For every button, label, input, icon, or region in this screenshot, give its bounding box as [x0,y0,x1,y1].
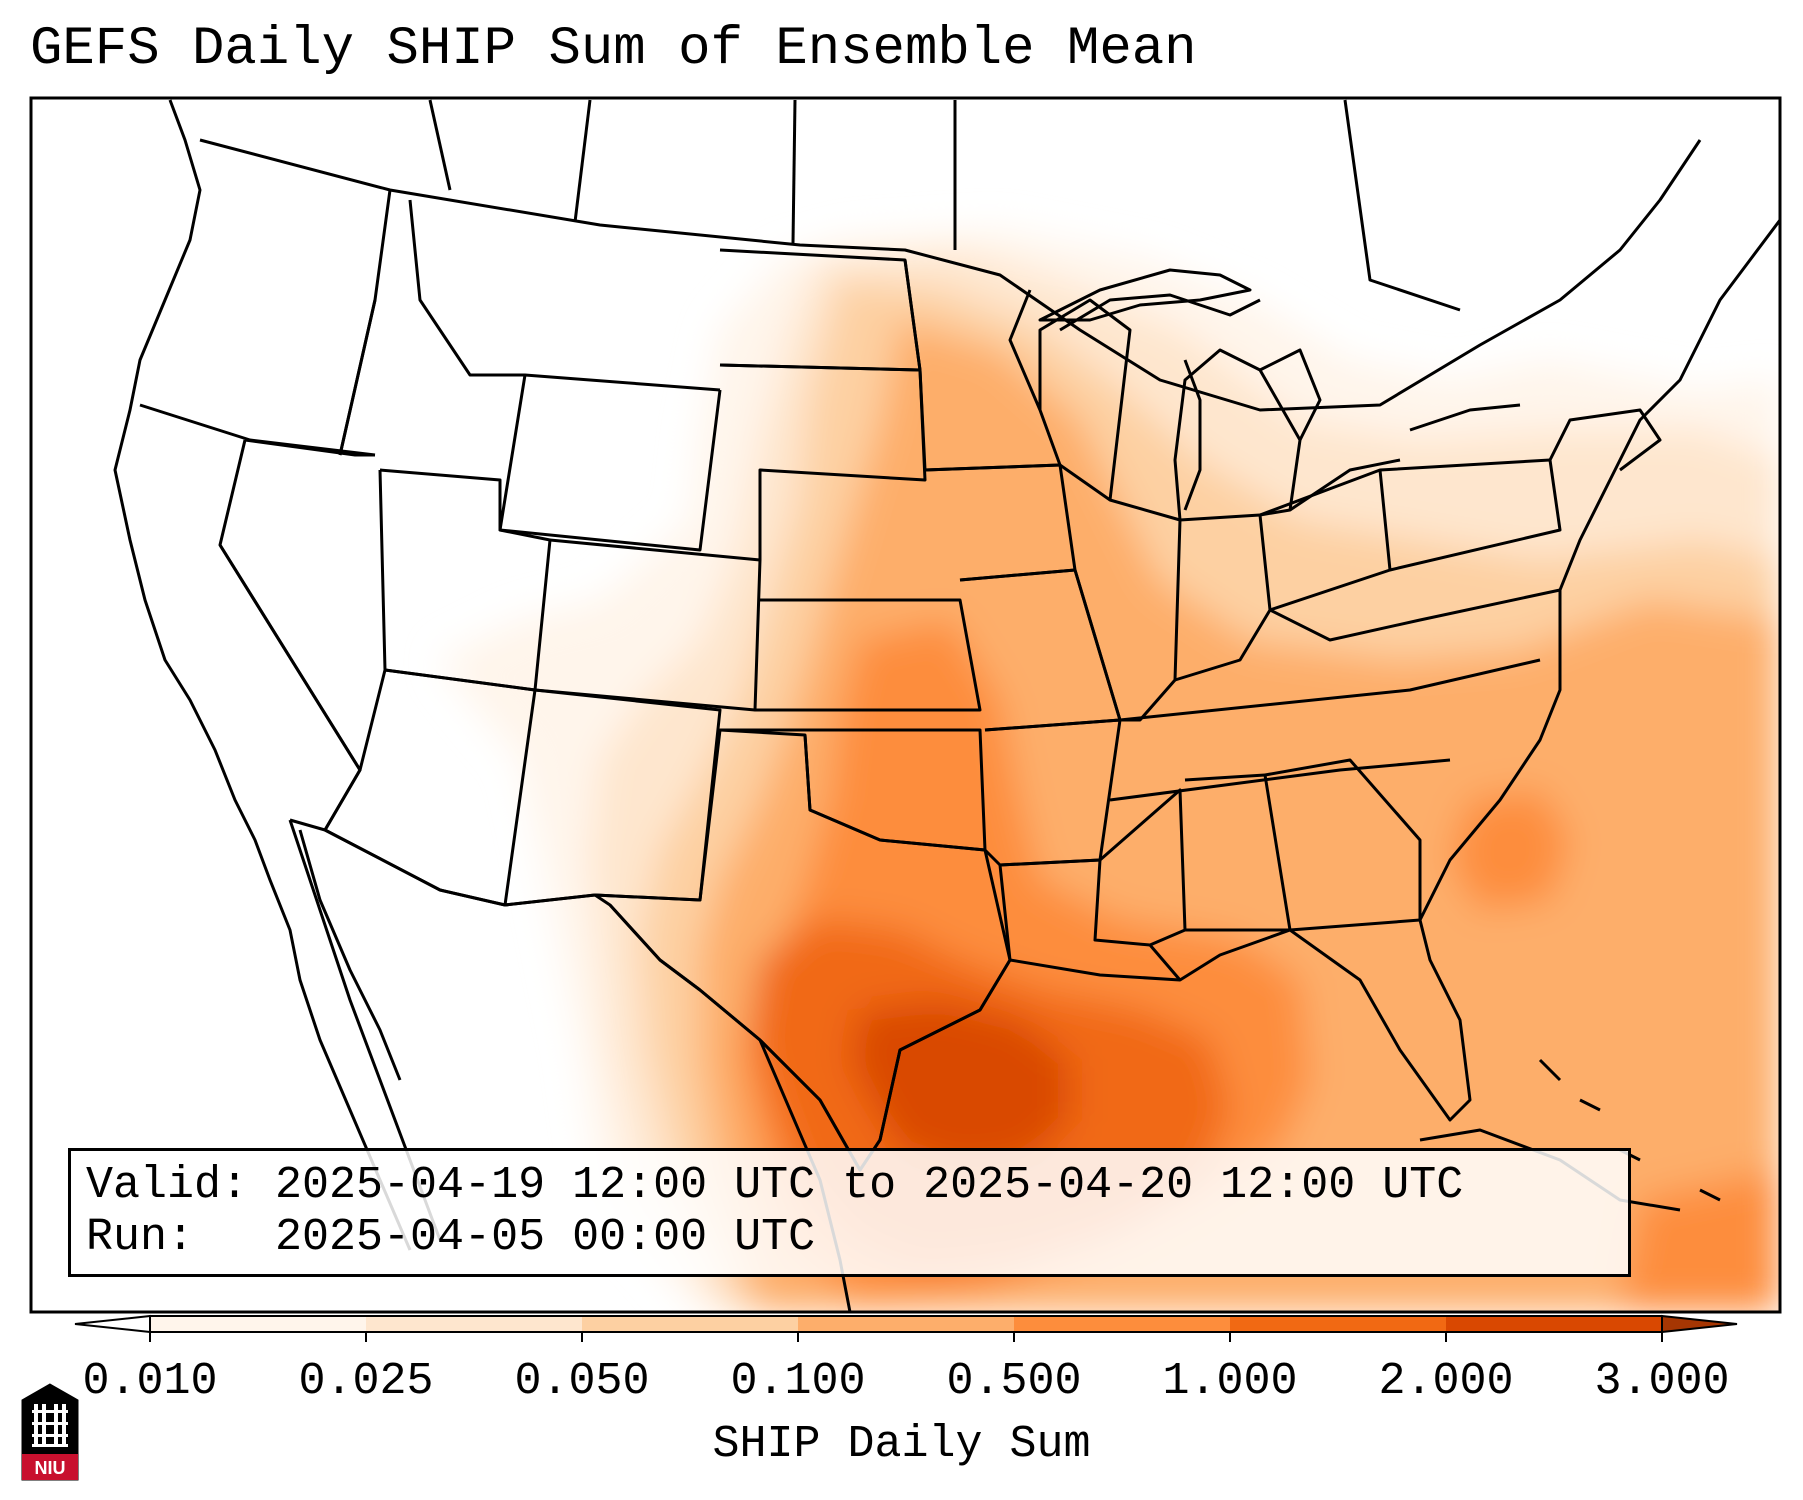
michigan-upper [1059,293,1261,332]
state-mt-wy [408,199,721,392]
validity-info-box: Valid: 2025-04-19 12:00 UTC to 2025-04-2… [68,1148,1631,1277]
state-il-in [1073,498,1182,722]
canada-us-border [199,138,1702,412]
precip-shading [440,230,1780,1312]
state-or-east [338,299,377,456]
state-va-nc [1269,588,1561,642]
province-line-3 [791,99,797,244]
state-oh-pa [1259,468,1392,612]
state-ne-ks [755,598,982,712]
colorbar-tick-label: 0.500 [946,1356,1082,1407]
state-ne-states [1548,408,1662,472]
colorbar [74,1314,1738,1342]
colorbar-extend-min [74,1314,151,1334]
map-title: GEFS Daily SHIP Sum of Ensemble Mean [30,19,1197,80]
niu-logo: NIU [21,1383,79,1481]
lake-superior [1038,268,1252,322]
colorbar-seg-3 [798,1316,1014,1332]
valid-time-text: Valid: 2025-04-19 12:00 UTC to 2025-04-2… [86,1160,1464,1211]
colorbar-seg-6 [1446,1316,1662,1332]
province-line-1 [428,99,452,191]
atlantic-coastline [1418,219,1780,921]
colorbar-outline [149,1315,1663,1333]
state-ga-sc [1264,758,1422,920]
state-ca-se [218,544,362,831]
state-la-ms [998,858,1182,981]
shading-level-2000 [850,1000,1070,1170]
colorbar-seg-5 [1230,1316,1446,1332]
baja-california [298,829,402,1081]
colorbar-seg-0 [150,1316,366,1332]
colorbar-tick-label: 0.025 [298,1356,434,1407]
colorbar-seg-2 [582,1316,798,1332]
colorbar-tick-label: 0.050 [514,1356,650,1407]
colorbar-tick-label: 1.000 [1162,1356,1298,1407]
shading-level-0500-atlantic [1450,790,1570,910]
province-line-5 [1343,99,1461,312]
lake-erie [1289,458,1401,512]
mexico-border [289,818,701,992]
colorbar-tick-label: 0.010 [82,1356,218,1407]
state-nv-ut [218,439,387,772]
state-or-ca-nv [244,438,375,457]
lake-ontario [1409,403,1521,432]
colorbar-tick-label: 2.000 [1378,1356,1514,1407]
colorbar-extend-max [1661,1314,1738,1334]
colorbar-tick-label: 3.000 [1594,1356,1730,1407]
state-wa-or [139,403,376,457]
map-frame [29,96,1782,1314]
run-time-text: Run: 2025-04-05 00:00 UTC [86,1212,816,1263]
pacific-coastline [113,99,412,1251]
lake-michigan [1183,359,1202,511]
lake-huron [1259,348,1322,441]
state-pa-ny [1379,458,1562,572]
colorbar-label: SHIP Daily Sum [712,1419,1091,1470]
colorbar-seg-1 [366,1316,582,1332]
state-sd-ne [719,363,927,560]
niu-logo-text: NIU [35,1458,66,1478]
colorbar-tick-label: 0.100 [730,1356,866,1407]
state-tn-ky [1119,658,1541,722]
state-co [534,538,762,712]
province-line-2 [573,99,592,223]
state-ms-al [1099,788,1187,947]
state-wy [498,374,722,552]
state-tn-south [1109,758,1451,802]
colorbar-seg-4 [1014,1316,1230,1332]
bahamas [1538,1058,1721,1202]
michigan-lower [1173,348,1302,521]
